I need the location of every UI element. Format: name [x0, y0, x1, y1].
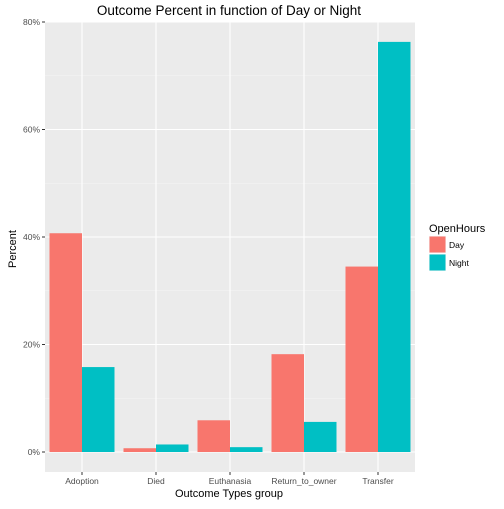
x-tick-label: Return_to_owner [271, 476, 336, 486]
bar-day-return_to_owner [271, 354, 304, 452]
x-axis-label: Outcome Types group [175, 488, 283, 500]
legend-label-day: Day [449, 240, 465, 250]
bar-night-euthanasia [230, 447, 263, 452]
y-tick-label: 40% [23, 232, 40, 242]
y-tick-label: 20% [23, 340, 40, 350]
bar-night-adoption [82, 367, 115, 452]
y-axis-label: Percent [7, 230, 19, 268]
legend-label-night: Night [449, 258, 469, 268]
legend-title: OpenHours [429, 223, 486, 235]
x-tick-label: Died [147, 476, 165, 486]
y-tick-label: 0% [28, 447, 41, 457]
chart-title: Outcome Percent in function of Day or Ni… [97, 3, 361, 18]
bar-day-transfer [345, 266, 378, 452]
x-tick-label: Adoption [65, 476, 99, 486]
bar-night-transfer [378, 41, 411, 452]
bar-day-euthanasia [197, 420, 230, 452]
x-tick-label: Euthanasia [209, 476, 252, 486]
plot-area: 0% 20% 40% 60% 80% Adoption Died Euthanasia Retu… [23, 17, 415, 486]
x-tick-label: Transfer [362, 476, 394, 486]
y-tick-label: 80% [23, 17, 40, 27]
legend: OpenHours Day Night [429, 223, 486, 271]
bar-night-return_to_owner [304, 421, 337, 452]
legend-key-night [429, 254, 446, 271]
bar-day-died [123, 448, 156, 452]
legend-key-day [429, 236, 446, 253]
y-tick-label: 60% [23, 125, 40, 135]
bar-day-adoption [49, 233, 82, 452]
bar-night-died [156, 444, 189, 452]
